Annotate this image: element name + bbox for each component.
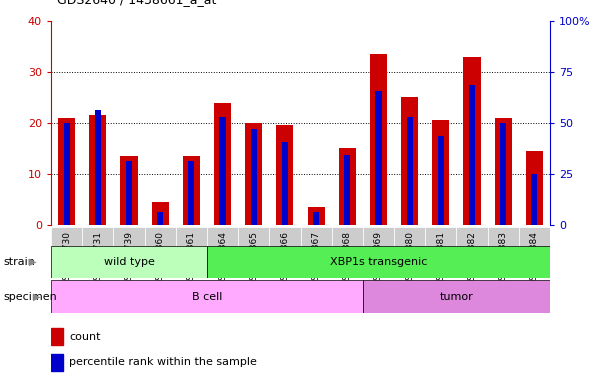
Bar [151, 202, 169, 225]
Text: B cell: B cell [192, 291, 222, 302]
Text: GSM160881: GSM160881 [436, 231, 445, 286]
Bar [495, 118, 511, 225]
Bar [344, 155, 350, 225]
Bar [90, 115, 106, 225]
Text: XBP1s transgenic: XBP1s transgenic [330, 257, 427, 267]
Bar [363, 280, 550, 313]
Bar [176, 227, 207, 278]
Bar [456, 227, 487, 278]
Bar [51, 227, 82, 278]
Text: GSM160867: GSM160867 [311, 231, 320, 286]
Text: GSM160883: GSM160883 [499, 231, 508, 286]
Bar [500, 123, 506, 225]
Bar [469, 85, 475, 225]
Text: GSM160861: GSM160861 [187, 231, 196, 286]
Bar [145, 227, 176, 278]
Text: GSM160884: GSM160884 [530, 231, 539, 286]
Text: GSM160730: GSM160730 [62, 231, 71, 286]
Bar [64, 123, 70, 225]
Text: GSM160880: GSM160880 [405, 231, 414, 286]
Text: ▶: ▶ [33, 291, 40, 302]
Bar [51, 354, 63, 371]
Bar [401, 98, 418, 225]
Text: ▶: ▶ [29, 257, 36, 267]
Bar [363, 227, 394, 278]
Bar [157, 212, 163, 225]
Bar [95, 110, 101, 225]
Bar [308, 207, 325, 225]
Bar [183, 156, 200, 225]
Text: specimen: specimen [3, 291, 56, 302]
Text: GSM160864: GSM160864 [218, 231, 227, 286]
Bar [269, 227, 300, 278]
Bar [531, 174, 537, 225]
Bar [375, 91, 382, 225]
Bar [313, 212, 319, 225]
Text: wild type: wild type [103, 257, 154, 267]
Text: GSM160882: GSM160882 [468, 231, 477, 286]
Text: GSM160869: GSM160869 [374, 231, 383, 286]
Text: GSM160866: GSM160866 [281, 231, 290, 286]
Bar [519, 227, 550, 278]
Bar [219, 116, 226, 225]
Text: GSM160868: GSM160868 [343, 231, 352, 286]
Bar [426, 227, 456, 278]
Text: GSM160860: GSM160860 [156, 231, 165, 286]
Bar [245, 123, 262, 225]
Bar [51, 246, 207, 278]
Bar [207, 246, 550, 278]
Text: strain: strain [3, 257, 35, 267]
Bar [126, 161, 132, 225]
Bar [339, 148, 356, 225]
Bar [188, 161, 195, 225]
Bar [276, 126, 293, 225]
Bar [238, 227, 269, 278]
Text: GSM160731: GSM160731 [93, 231, 102, 286]
Text: percentile rank within the sample: percentile rank within the sample [69, 358, 257, 367]
Text: GSM160865: GSM160865 [249, 231, 258, 286]
Bar [332, 227, 363, 278]
Bar [432, 120, 450, 225]
Bar [487, 227, 519, 278]
Bar [526, 151, 543, 225]
Bar [300, 227, 332, 278]
Bar [114, 227, 145, 278]
Bar [214, 103, 231, 225]
Text: tumor: tumor [439, 291, 473, 302]
Bar [82, 227, 114, 278]
Bar [251, 129, 257, 225]
Bar [463, 57, 481, 225]
Bar [282, 142, 288, 225]
Bar [120, 156, 138, 225]
Bar [438, 136, 444, 225]
Bar [58, 118, 75, 225]
Bar [51, 280, 363, 313]
Text: GSM160739: GSM160739 [124, 231, 133, 286]
Bar [406, 116, 413, 225]
Text: count: count [69, 331, 100, 341]
Bar [394, 227, 426, 278]
Bar [51, 328, 63, 345]
Text: GDS2640 / 1438661_a_at: GDS2640 / 1438661_a_at [57, 0, 216, 6]
Bar [370, 54, 387, 225]
Bar [207, 227, 238, 278]
